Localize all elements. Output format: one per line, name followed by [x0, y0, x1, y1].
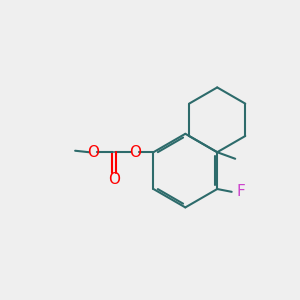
Text: O: O — [108, 172, 120, 187]
Text: O: O — [87, 145, 99, 160]
Text: F: F — [236, 184, 245, 199]
Text: O: O — [129, 145, 141, 160]
